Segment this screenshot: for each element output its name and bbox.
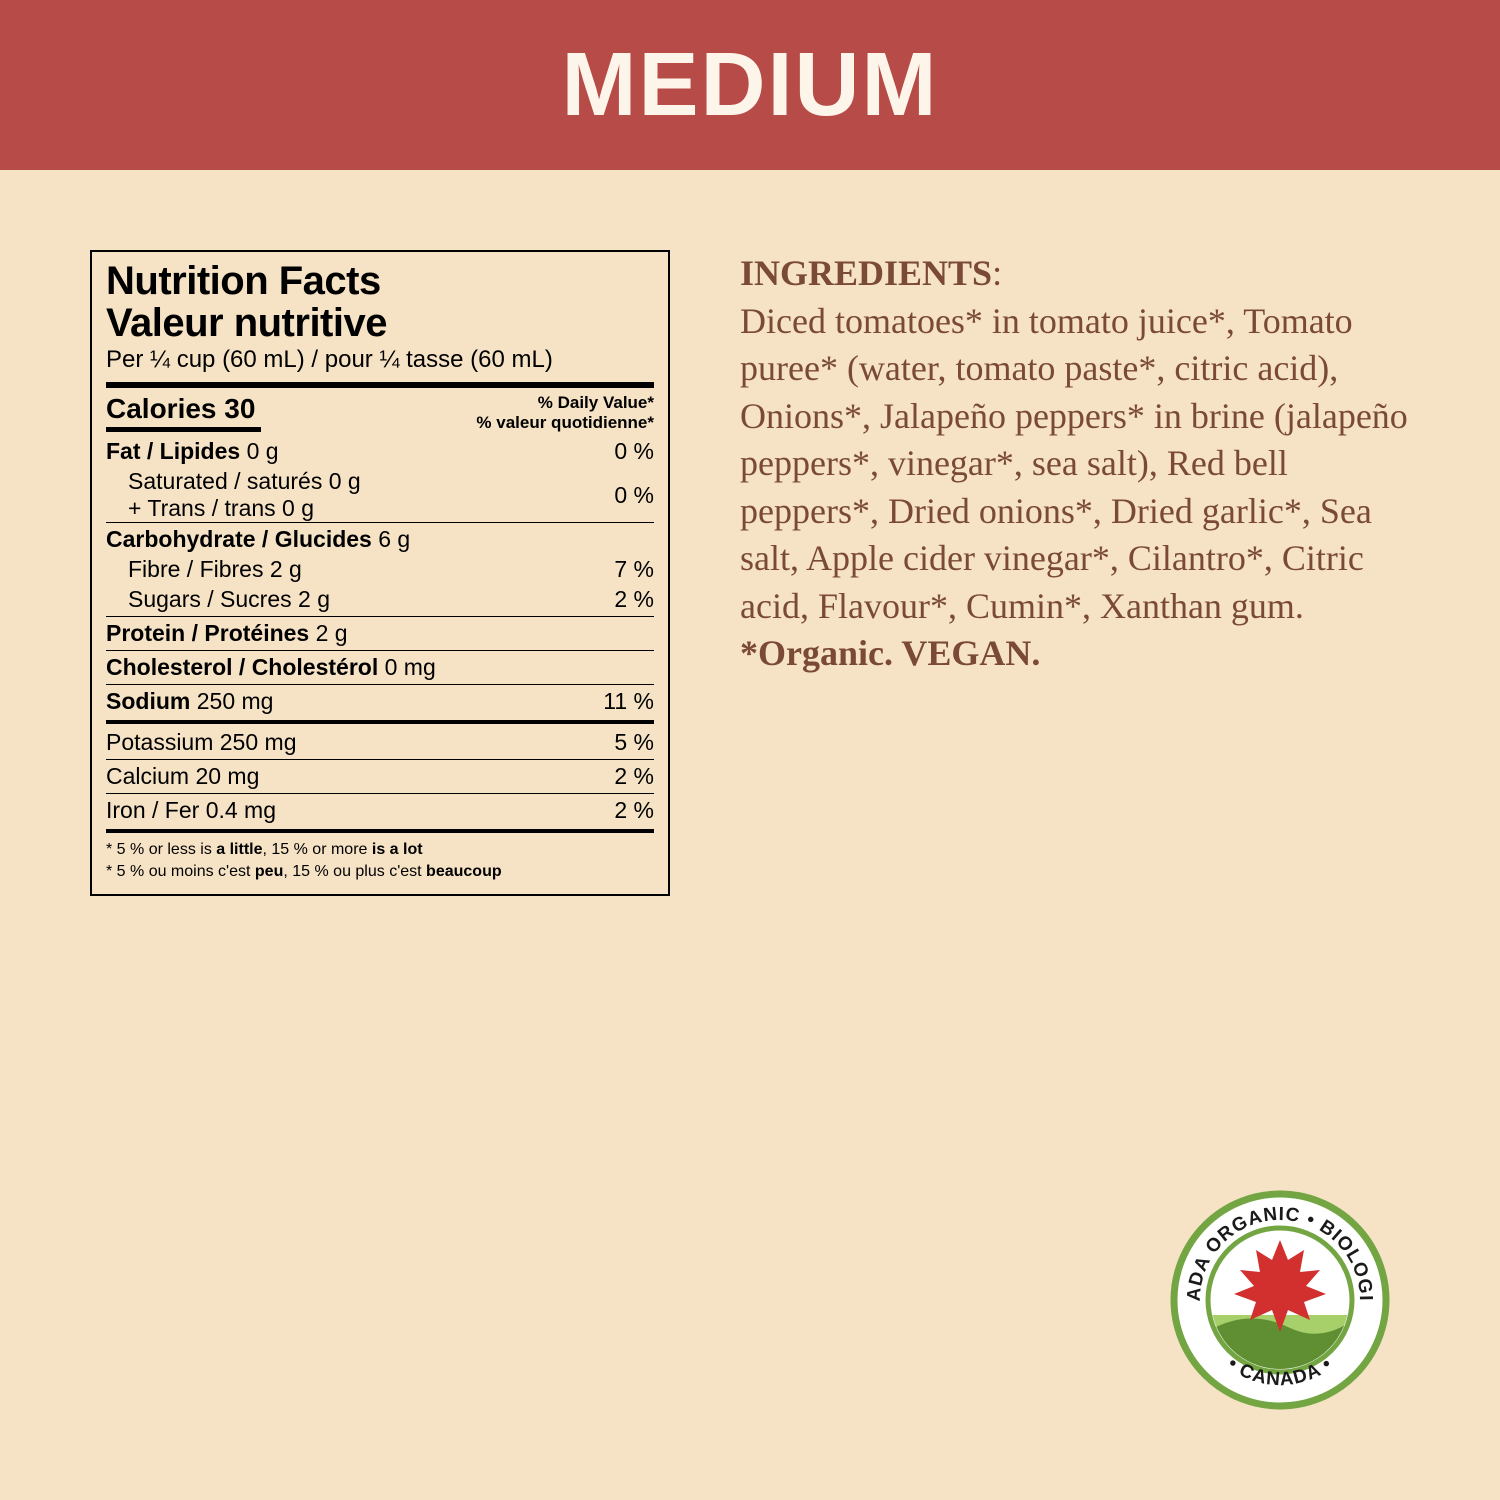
nfp-title-en: Nutrition Facts: [106, 260, 654, 302]
dv-head-en: % Daily Value*: [476, 393, 654, 413]
canada-organic-badge-icon: CANADA ORGANIC • BIOLOGIQUE • CANADA •: [1170, 1190, 1390, 1410]
fibre-label: Fibre / Fibres 2 g: [128, 556, 302, 583]
nfp-serving-size: Per ¼ cup (60 mL) / pour ¼ tasse (60 mL): [106, 344, 654, 380]
iron-row: Iron / Fer 0.4 mg 2 %: [106, 794, 654, 827]
nutrition-facts-panel: Nutrition Facts Valeur nutritive Per ¼ c…: [90, 250, 670, 896]
sodium-amount: 250 mg: [197, 688, 274, 714]
ingredients-body: Diced tomatoes* in tomato juice*, Tomato…: [740, 301, 1408, 626]
page: MEDIUM Nutrition Facts Valeur nutritive …: [0, 0, 1500, 1500]
chol-amount: 0 mg: [385, 654, 436, 680]
carb-label: Carbohydrate / Glucides: [106, 526, 372, 552]
protein-row: Protein / Protéines 2 g: [106, 617, 654, 650]
iron-label: Iron / Fer 0.4 mg: [106, 797, 276, 824]
nfp-title-fr: Valeur nutritive: [106, 302, 654, 344]
sodium-label: Sodium: [106, 688, 190, 714]
calories-underline: [106, 427, 261, 432]
potassium-row: Potassium 250 mg 5 %: [106, 726, 654, 759]
trans-label: + Trans / trans 0 g: [128, 495, 361, 522]
fat-dv: 0 %: [614, 438, 654, 465]
sodium-row: Sodium 250 mg 11 %: [106, 685, 654, 718]
sat-trans-dv: 0 %: [614, 482, 654, 509]
footnote-en-3: , 15 % or more: [263, 841, 372, 858]
sugars-dv: 2 %: [614, 586, 654, 613]
sodium-dv: 11 %: [603, 688, 654, 715]
calories-label: Calories 30: [106, 393, 261, 425]
content-area: Nutrition Facts Valeur nutritive Per ¼ c…: [0, 170, 1500, 1500]
ingredients-colon: :: [992, 253, 1002, 293]
ingredients-title: INGREDIENTS: [740, 253, 992, 293]
footnote-en-1: * 5 % or less is: [106, 841, 216, 858]
chol-label: Cholesterol / Cholestérol: [106, 654, 378, 680]
footnote-en-4: is a lot: [372, 841, 423, 858]
iron-dv: 2 %: [614, 797, 654, 824]
fat-amount: 0 g: [247, 438, 279, 464]
footnote-fr-3: , 15 % ou plus c'est: [283, 863, 426, 880]
protein-label: Protein / Protéines: [106, 620, 309, 646]
dv-head-fr: % valeur quotidienne*: [476, 413, 654, 433]
heat-level-title: MEDIUM: [562, 34, 939, 137]
rule: [106, 382, 654, 388]
carb-row: Carbohydrate / Glucides 6 g: [106, 523, 654, 556]
footnote-en-2: a little: [216, 841, 262, 858]
potassium-dv: 5 %: [614, 729, 654, 756]
daily-value-heading: % Daily Value* % valeur quotidienne*: [476, 393, 654, 432]
carb-amount: 6 g: [378, 526, 410, 552]
footnote-fr-1: * 5 % ou moins c'est: [106, 863, 255, 880]
footnote-fr-4: beaucoup: [426, 863, 502, 880]
ingredients-footer: *Organic. VEGAN.: [740, 633, 1040, 673]
fat-label: Fat / Lipides: [106, 438, 240, 464]
fibre-dv: 7 %: [614, 556, 654, 583]
rule: [106, 720, 654, 724]
calories-row: Calories 30 % Daily Value* % valeur quot…: [106, 390, 654, 435]
calcium-row: Calcium 20 mg 2 %: [106, 760, 654, 793]
heat-level-band: MEDIUM: [0, 0, 1500, 170]
calcium-dv: 2 %: [614, 763, 654, 790]
sugars-row: Sugars / Sucres 2 g 2 %: [106, 586, 654, 616]
saturated-label: Saturated / saturés 0 g: [128, 468, 361, 495]
fibre-row: Fibre / Fibres 2 g 7 %: [106, 556, 654, 586]
cholesterol-row: Cholesterol / Cholestérol 0 mg: [106, 651, 654, 684]
footnote-fr-2: peu: [255, 863, 283, 880]
protein-amount: 2 g: [316, 620, 348, 646]
calcium-label: Calcium 20 mg: [106, 763, 259, 790]
sat-trans-row: Saturated / saturés 0 g + Trans / trans …: [106, 468, 654, 522]
rule: [106, 829, 654, 833]
fat-row: Fat / Lipides 0 g 0 %: [106, 435, 654, 468]
potassium-label: Potassium 250 mg: [106, 729, 296, 756]
dv-footnote: * 5 % or less is a little, 15 % or more …: [106, 835, 654, 884]
sugars-label: Sugars / Sucres 2 g: [128, 586, 330, 613]
